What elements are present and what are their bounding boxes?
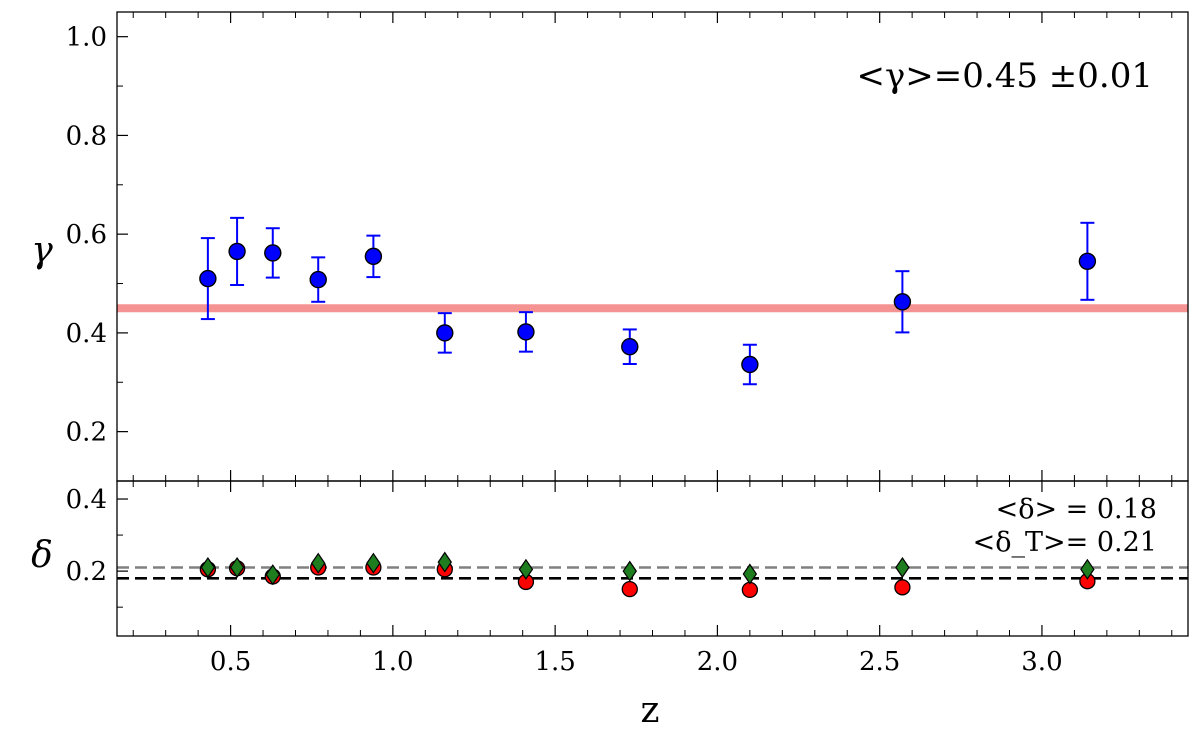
gamma-marker (893, 293, 912, 311)
gamma-marker (228, 242, 246, 261)
gamma-point (517, 311, 535, 353)
gamma-marker (517, 323, 535, 341)
delta-diamond-marker (229, 556, 245, 579)
delta-diamond-marker (518, 558, 534, 580)
top-panel: 0.2 0.4 0.6 0.8 1.0 <γ>=0.45 ±0.01 γ (31, 11, 1189, 482)
delta-diamond-marker (1080, 558, 1095, 580)
bottom-y-tick-label: 0.2 (66, 557, 107, 587)
gamma-annotation: <γ>=0.45 ±0.01 (857, 56, 1154, 96)
x-axis-title: z (641, 690, 660, 729)
gamma-point (621, 328, 639, 365)
bottom-axes-frame (116, 480, 1189, 637)
delta-diamond-marker (366, 552, 381, 574)
delta-diamond-marker (742, 563, 758, 585)
x-tick-label: 2.0 (697, 647, 738, 677)
gamma-marker (621, 338, 639, 356)
x-tick-label: 0.5 (210, 647, 251, 677)
gamma-marker (199, 269, 217, 288)
delta-t-mean-annotation: <δ_T>= 0.21 (973, 527, 1157, 558)
bottom-axis-ticks (117, 481, 1173, 636)
gamma-point (1078, 221, 1097, 301)
top-y-tick-label: 0.6 (66, 220, 107, 250)
x-tick-label: 1.5 (534, 647, 575, 677)
delta-series (199, 551, 1096, 599)
delta-diamond-marker (200, 556, 216, 579)
gamma-point (436, 312, 454, 354)
delta-circle-marker (894, 579, 911, 596)
gamma-point (364, 234, 383, 279)
top-y-tick-label: 0.4 (66, 319, 107, 349)
gamma-series (199, 216, 1097, 386)
gamma-point (264, 227, 282, 279)
gamma-marker (309, 270, 327, 289)
top-axis-ticks (117, 12, 1173, 482)
delta-diamond-marker (895, 556, 910, 579)
gamma-point (893, 270, 912, 334)
delta-circle-marker (621, 580, 638, 598)
top-y-tick-label: 0.8 (66, 121, 107, 151)
top-y-tick-label: 1.0 (66, 23, 107, 53)
gamma-point (309, 256, 327, 303)
x-tick-label: 1.0 (372, 647, 413, 677)
delta-mean-annotation: <δ> = 0.18 (996, 494, 1157, 525)
gamma-point (741, 343, 759, 386)
bottom-y-tick-labels: 0.2 0.4 (66, 485, 107, 587)
top-y-tick-labels: 0.2 0.4 0.6 0.8 1.0 (66, 23, 107, 448)
bottom-y-axis-title: δ (31, 535, 53, 576)
top-y-tick-label: 0.2 (66, 418, 107, 448)
delta-circle-marker (741, 581, 759, 599)
top-y-axis-title: γ (31, 230, 53, 271)
bottom-y-tick-label: 0.4 (66, 485, 107, 515)
gamma-point (199, 237, 217, 321)
x-tick-label: 3.0 (1021, 647, 1062, 677)
gamma-marker (1078, 252, 1097, 271)
bottom-panel: 0.2 0.4 0.5 1.0 1.5 2.0 2.5 3.0 <δ> = 0.18 <δ_… (31, 480, 1189, 729)
delta-diamond-marker (622, 560, 638, 582)
delta-diamond-marker (310, 552, 326, 574)
gamma-point (228, 216, 246, 287)
gamma-marker (741, 355, 759, 374)
delta-reference-lines (117, 566, 1188, 580)
delta-diamond-marker (265, 564, 281, 586)
delta-diamond-marker (437, 551, 453, 573)
gamma-marker (264, 244, 282, 262)
gamma-marker (436, 324, 454, 342)
x-tick-label: 2.5 (859, 647, 900, 677)
gamma-marker (364, 247, 383, 266)
x-tick-labels: 0.5 1.0 1.5 2.0 2.5 3.0 (210, 647, 1063, 677)
